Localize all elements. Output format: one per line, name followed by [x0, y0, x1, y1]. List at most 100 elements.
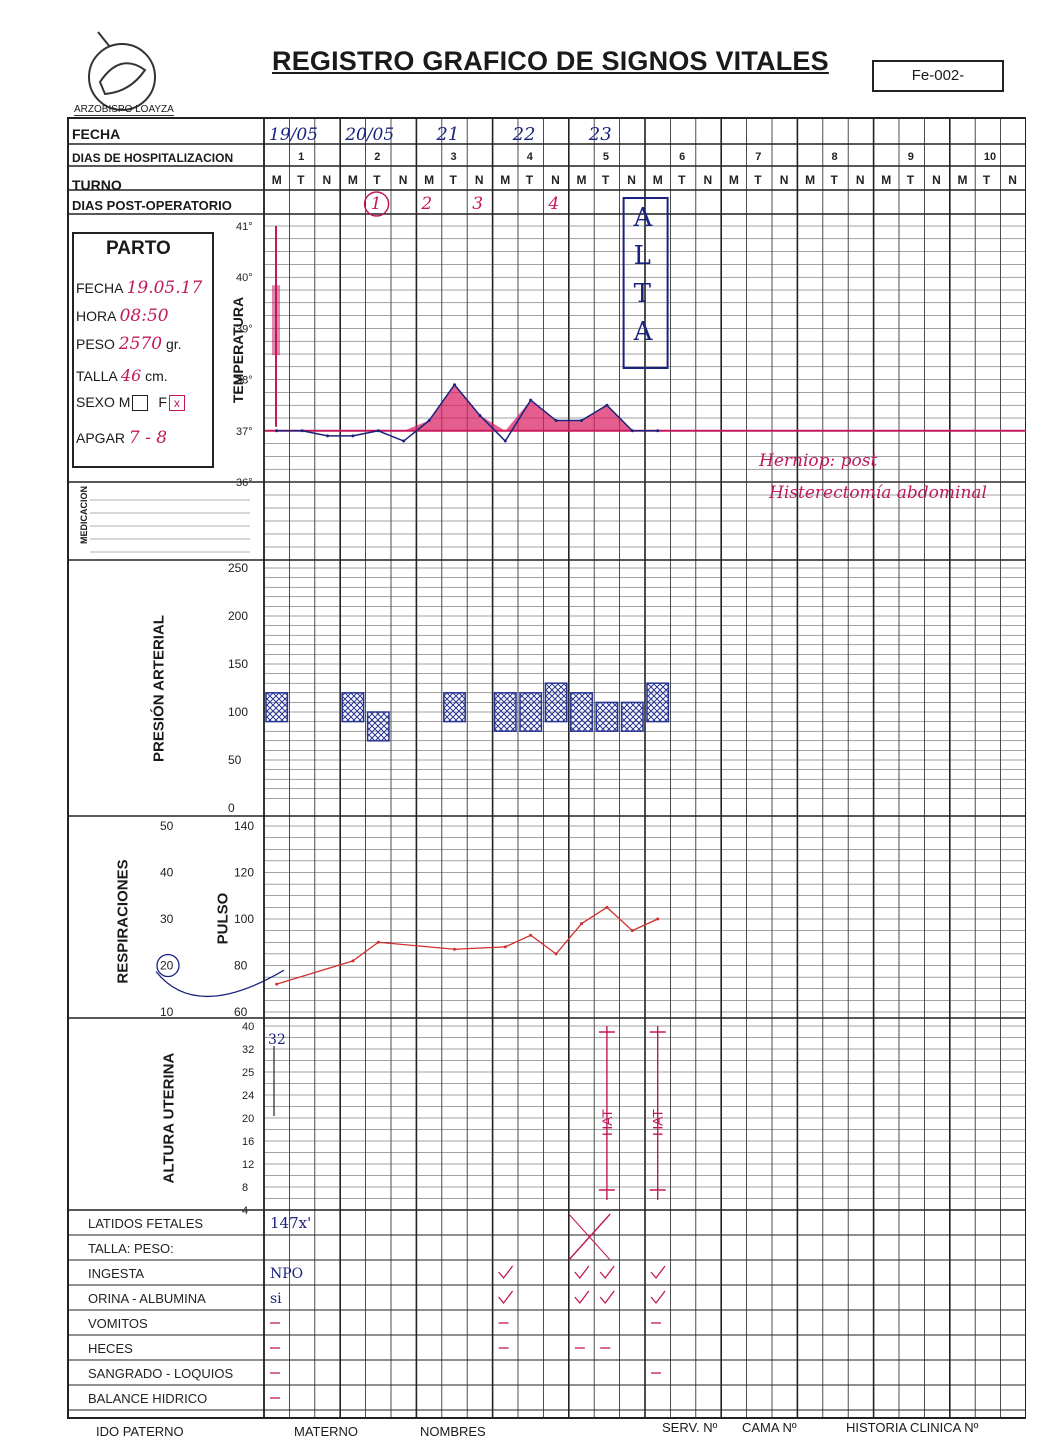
altura-tick: 25 [242, 1067, 254, 1079]
bottom-row-label-2: INGESTA [88, 1266, 144, 1281]
shift-letter: T [983, 173, 991, 187]
form-code: Fe-002- [872, 60, 1004, 92]
alta-letter: A [633, 203, 654, 233]
day-number-6: 6 [679, 151, 685, 163]
altura-tick: 32 [242, 1044, 254, 1056]
shift-letter: N [323, 173, 332, 187]
shift-letter: M [424, 173, 434, 187]
day-number-4: 4 [527, 151, 534, 163]
temperature-point [529, 398, 533, 402]
slash-mark [568, 1213, 611, 1261]
altura-tick: 16 [242, 1136, 254, 1148]
parto-fecha-value: 19.05.17 [126, 278, 203, 298]
alta-letter: A [633, 317, 654, 347]
shift-letter: N [399, 173, 408, 187]
shift-letter: M [805, 173, 815, 187]
shift-letter: M [653, 173, 663, 187]
pulse-tick: 140 [234, 819, 254, 833]
altura-tick: 24 [242, 1090, 254, 1102]
pa-tick: 250 [228, 561, 248, 575]
check-mark [650, 1290, 666, 1305]
temperature-point [402, 439, 406, 443]
shift-letter: N [475, 173, 484, 187]
bp-bar [620, 701, 644, 732]
medicacion-label: MEDICACION [79, 486, 89, 544]
pulse-point [351, 959, 355, 963]
pa-tick: 50 [228, 753, 242, 767]
parto-peso-value: 2570 [118, 334, 163, 354]
parto-sexo-f: F [158, 394, 167, 410]
post-op-day: 2 [420, 194, 432, 214]
temperature-point [326, 434, 329, 438]
check-mark [650, 1265, 666, 1280]
bp-bar [519, 692, 543, 732]
day-number-1: 1 [298, 151, 304, 163]
resp-circle [156, 953, 180, 978]
temp-tick: 39° [236, 323, 253, 335]
check-mark [498, 1265, 514, 1280]
resp-tick: 10 [160, 1005, 174, 1019]
orina-value: si [270, 1291, 282, 1307]
page-title: REGISTRO GRAFICO DE SIGNOS VITALES [272, 46, 829, 76]
row-label-dias-post: DIAS POST-OPERATORIO [72, 198, 232, 213]
pa-tick: 200 [228, 609, 248, 623]
temperature-point [300, 429, 304, 433]
parto-heading: PARTO [106, 238, 171, 259]
pulse-point [503, 945, 507, 949]
pulse-tick: 60 [234, 1005, 248, 1019]
bp-bar [265, 692, 289, 723]
bp-bar [544, 682, 568, 723]
day-number-2: 2 [374, 151, 380, 163]
respiraciones-label: RESPIRACIONES [114, 859, 132, 984]
shift-letter: M [958, 173, 968, 187]
bp-bar [366, 711, 390, 742]
pulse-point [453, 947, 456, 951]
temperature-line [276, 383, 658, 443]
diagnosis-line-2: Histerectomía abdominal [768, 483, 987, 503]
temp-marker-bar [272, 285, 280, 356]
temperature-point [580, 419, 583, 423]
hat-label: HAT [599, 1109, 615, 1136]
day-number-9: 9 [908, 151, 914, 163]
bottom-row-label-1: TALLA: PESO: [88, 1241, 174, 1256]
altura-value: 32 [268, 1032, 286, 1048]
shift-letter: T [907, 173, 915, 187]
temp-tick: 38° [236, 375, 253, 387]
shift-letter: N [704, 173, 713, 187]
temperature-point [478, 413, 482, 417]
temperature-point [605, 403, 609, 407]
day-number-5: 5 [603, 151, 609, 163]
pulse-point [554, 952, 558, 956]
temperature-point [554, 419, 558, 423]
shift-letter: M [348, 173, 358, 187]
temperature-point [503, 439, 507, 443]
altura-tick: 40 [242, 1021, 254, 1033]
shift-letter: T [754, 173, 762, 187]
alta-letter: L [634, 241, 651, 271]
temp-tick: 41° [236, 221, 253, 233]
shift-letter: T [526, 173, 534, 187]
resp-tick: 30 [160, 912, 174, 926]
alta-letter: T [634, 279, 652, 309]
bp-bar [341, 692, 365, 723]
temp-fever-fill [276, 384, 658, 431]
sexo-m-checkbox[interactable] [132, 395, 149, 412]
handwritten-date: 21 [435, 124, 459, 145]
bp-bar [595, 701, 619, 732]
handwritten-date: 22 [512, 124, 536, 145]
shift-letter: M [729, 173, 739, 187]
pulse-point [529, 933, 533, 937]
temperature-point [453, 383, 456, 387]
parto-talla-label: TALLA [76, 368, 117, 384]
alta-box [622, 197, 669, 369]
pulse-point [580, 922, 583, 926]
bottom-row-label-0: LATIDOS FETALES [88, 1216, 203, 1231]
shift-letter: N [627, 173, 636, 187]
shift-letter: T [373, 173, 381, 187]
sexo-f-checkbox-checked[interactable]: x [168, 395, 185, 412]
day-number-3: 3 [451, 151, 457, 163]
shift-letter: T [450, 173, 458, 187]
latidos-value: 147x' [270, 1214, 311, 1232]
temperatura-label: TEMPERATURA [230, 296, 246, 404]
pulse-tick: 80 [234, 959, 248, 973]
